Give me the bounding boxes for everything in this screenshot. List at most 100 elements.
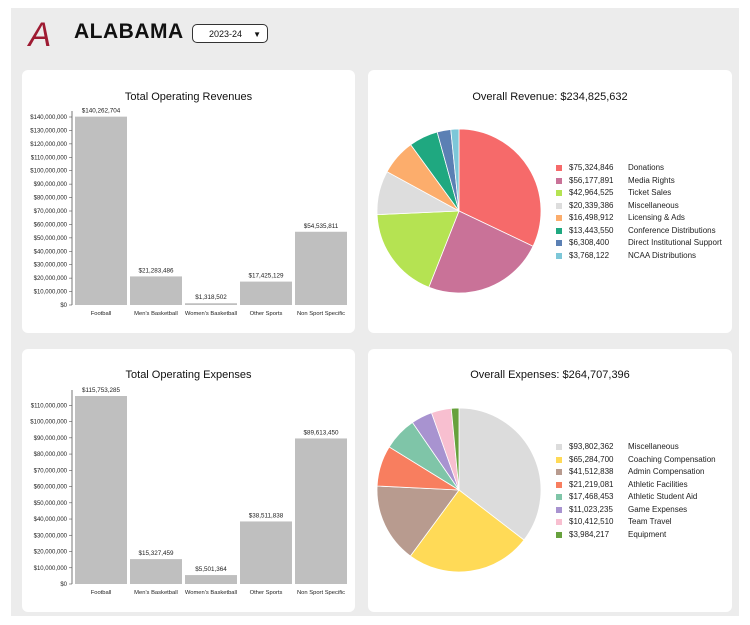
legend-label: Ticket Sales (628, 188, 672, 197)
pie-slice[interactable] (458, 407, 542, 541)
bar[interactable] (240, 281, 292, 305)
bar[interactable] (240, 521, 292, 584)
bar-value-label: $17,425,129 (248, 273, 284, 280)
revenue-bar-title: Total Operating Revenues (124, 91, 253, 103)
bar[interactable] (75, 116, 127, 306)
legend-item[interactable]: $75,324,846 Donations (556, 162, 732, 174)
legend-amount: $3,984,217 (569, 529, 610, 539)
pie-slice[interactable] (450, 128, 460, 212)
legend-swatch (556, 444, 562, 450)
legend-swatch (556, 215, 562, 221)
y-tick-label: $30,000,000 (34, 263, 68, 269)
legend-item[interactable]: $20,339,386 Miscellaneous (556, 200, 732, 212)
legend-item[interactable]: $56,177,891 Media Rights (556, 175, 732, 187)
pie-slice[interactable] (409, 489, 525, 573)
legend-item[interactable]: $10,412,510 Team Travel (556, 516, 732, 528)
legend-amount: $21,219,081 (569, 479, 614, 489)
bar-value-label: $21,283,486 (138, 267, 174, 274)
legend-amount: $56,177,891 (569, 175, 614, 185)
legend-label: Miscellaneous (628, 200, 679, 210)
y-tick-label: $10,000,000 (34, 566, 68, 572)
bar-value-label: $15,327,459 (138, 550, 174, 557)
y-tick-label: $0 (60, 582, 67, 588)
season-select[interactable]: 2023-24 ▼ (192, 24, 268, 43)
legend-amount: $42,964,525 (569, 188, 614, 197)
legend-item[interactable]: $16,498,912 Licensing & Ads (556, 212, 732, 224)
legend-swatch (556, 481, 562, 488)
pie-slice[interactable] (458, 128, 542, 247)
y-tick-label: $70,000,000 (34, 468, 68, 474)
legend-label: Athletic Student Aid (628, 492, 698, 501)
bar-value-label: $5,501,364 (195, 566, 227, 573)
expenses-pie-chart (376, 407, 542, 573)
legend-label: Licensing & Ads (628, 213, 685, 222)
legend-item[interactable]: $3,984,217 Equipment (556, 529, 732, 541)
legend-item[interactable]: $41,512,838 Admin Compensation (556, 466, 732, 478)
legend-label: Direct Institutional Support (628, 238, 722, 247)
legend-item[interactable]: $13,443,550 Conference Distributions (556, 225, 732, 237)
pie-slice[interactable] (376, 485, 460, 557)
y-tick-label: $80,000,000 (34, 452, 68, 458)
x-tick-label: Other Sports (250, 311, 283, 317)
legend-label: Media Rights (628, 175, 675, 185)
y-tick-label: $40,000,000 (34, 517, 68, 523)
y-tick-label: $50,000,000 (34, 501, 68, 507)
legend-item[interactable]: $65,284,700 Coaching Compensation (556, 454, 732, 466)
revenue-bar-chart: $0 $10,000,000 $20,000,000 $30,000,000 $40,0… (30, 108, 347, 317)
y-tick-label: $100,000,000 (30, 169, 67, 175)
bar[interactable] (75, 396, 127, 584)
expenses-pie-card: Overall Expenses: $264,707,396 $93,802,3… (368, 349, 732, 612)
x-tick-label: Football (91, 590, 112, 596)
legend-swatch (556, 456, 562, 463)
legend-amount: $65,284,700 (569, 454, 614, 464)
legend-swatch (556, 227, 562, 234)
pie-slice[interactable] (428, 210, 534, 294)
y-tick-label: $20,000,000 (34, 276, 68, 282)
legend-amount: $6,308,400 (569, 238, 610, 247)
legend-amount: $13,443,550 (569, 225, 614, 235)
pie-slice[interactable] (450, 407, 460, 491)
x-tick-label: Non Sport Specific (297, 590, 345, 596)
legend-item[interactable]: $6,308,400 Direct Institutional Support (556, 237, 732, 249)
legend-amount: $16,498,912 (569, 213, 614, 222)
legend-label: Conference Distributions (628, 225, 716, 235)
legend-item[interactable]: $17,468,453 Athletic Student Aid (556, 491, 732, 503)
legend-swatch (556, 469, 562, 475)
y-tick-label: $140,000,000 (30, 115, 67, 121)
legend-label: Donations (628, 163, 665, 172)
y-tick-label: $20,000,000 (34, 550, 68, 556)
legend-item[interactable]: $11,023,235 Game Expenses (556, 504, 732, 516)
alabama-logo: A (23, 16, 57, 54)
expenses-pie-title: Overall Expenses: $264,707,396 (470, 369, 630, 381)
legend-amount: $3,768,122 (569, 250, 610, 260)
y-tick-label: $40,000,000 (34, 249, 68, 255)
legend-item[interactable]: $93,802,362 Miscellaneous (556, 441, 732, 453)
bar[interactable] (130, 559, 182, 584)
bar[interactable] (295, 231, 347, 305)
x-tick-label: Other Sports (250, 590, 283, 596)
legend-label: Admin Compensation (628, 467, 705, 476)
legend-swatch (556, 202, 562, 209)
legend-item[interactable]: $21,219,081 Athletic Facilities (556, 479, 732, 491)
legend-swatch (556, 506, 562, 513)
pie-slice[interactable] (376, 210, 460, 288)
chevron-down-icon: ▼ (253, 30, 261, 39)
y-tick-label: $60,000,000 (34, 222, 68, 228)
y-tick-label: $100,000,000 (30, 420, 67, 426)
expenses-bar-title: Total Operating Expenses (125, 369, 252, 381)
bar[interactable] (185, 303, 237, 305)
expenses-bar-chart: $0 $10,000,000 $20,000,000 $30,000,000 $40,0… (30, 387, 347, 596)
bar[interactable] (185, 575, 237, 584)
y-tick-label: $60,000,000 (34, 485, 68, 491)
bar-value-label: $89,613,450 (303, 429, 339, 436)
bar[interactable] (295, 438, 347, 584)
legend-label: Coaching Compensation (628, 454, 716, 464)
x-tick-label: Non Sport Specific (297, 311, 345, 317)
revenue-pie-title: Overall Revenue: $234,825,632 (472, 91, 628, 103)
page-title: ALABAMA (74, 20, 184, 43)
legend-label: Equipment (628, 529, 667, 539)
legend-item[interactable]: $3,768,122 NCAA Distributions (556, 250, 732, 262)
legend-item[interactable]: $42,964,525 Ticket Sales (556, 187, 732, 199)
y-tick-label: $50,000,000 (34, 236, 68, 242)
bar[interactable] (130, 276, 182, 305)
